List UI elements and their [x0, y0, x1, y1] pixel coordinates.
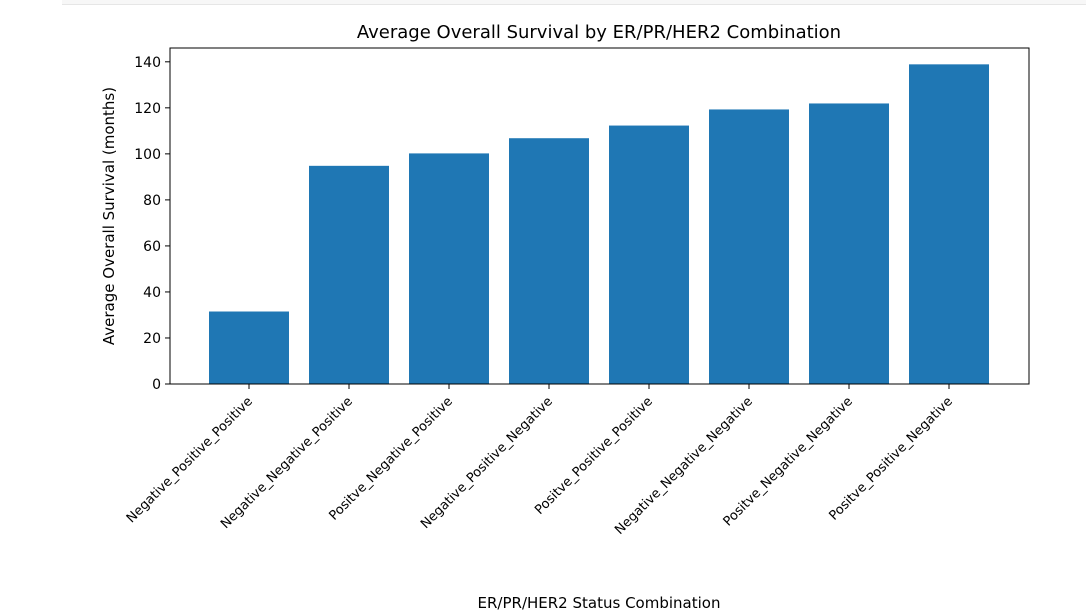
bar-7 — [809, 103, 889, 384]
bars-group — [209, 64, 989, 385]
bar-5 — [609, 125, 689, 385]
bar-2 — [309, 165, 389, 384]
y-axis: 0 20 40 60 80 100 120 140 — [134, 55, 170, 393]
y-tick-label: 80 — [143, 193, 161, 209]
bar-4 — [509, 138, 589, 384]
x-tick-label: Positve_Positive_Positive — [532, 394, 656, 518]
y-tick-label: 120 — [134, 101, 161, 117]
notebook-output-top-border — [62, 0, 1086, 5]
y-tick-label: 0 — [152, 377, 161, 393]
plot-frame — [169, 47, 1030, 385]
bar-6 — [709, 109, 789, 384]
y-tick-label: 140 — [134, 55, 161, 71]
bar-1 — [209, 311, 289, 384]
y-tick-label: 40 — [143, 285, 161, 301]
y-tick-label: 60 — [143, 239, 161, 255]
x-axis: Negative_Positive_PositiveNegative_Negat… — [124, 384, 956, 538]
chart-title: Average Overall Survival by ER/PR/HER2 C… — [357, 22, 841, 43]
y-axis-label: Average Overall Survival (months) — [100, 87, 118, 345]
y-tick-label: 100 — [134, 147, 161, 163]
y-tick-label: 20 — [143, 331, 161, 347]
bar-8 — [909, 64, 989, 385]
bar-3 — [409, 153, 489, 384]
x-axis-label: ER/PR/HER2 Status Combination — [478, 594, 721, 612]
